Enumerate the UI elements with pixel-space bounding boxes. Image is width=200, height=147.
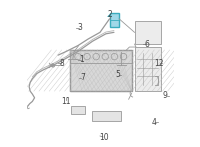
FancyBboxPatch shape: [135, 21, 161, 44]
Text: 10: 10: [100, 133, 109, 142]
FancyBboxPatch shape: [70, 50, 132, 91]
Text: 2: 2: [108, 10, 113, 19]
Circle shape: [51, 64, 54, 67]
FancyBboxPatch shape: [110, 13, 119, 27]
FancyBboxPatch shape: [71, 106, 85, 114]
Text: 1: 1: [79, 55, 84, 64]
Text: 4: 4: [152, 117, 157, 127]
Text: 6: 6: [145, 40, 149, 49]
Text: 3: 3: [78, 23, 83, 32]
Text: 8: 8: [59, 59, 64, 68]
Text: 5: 5: [115, 70, 120, 80]
FancyBboxPatch shape: [135, 47, 161, 91]
FancyBboxPatch shape: [92, 111, 121, 121]
Text: 11: 11: [61, 97, 71, 106]
Text: 12: 12: [154, 59, 164, 68]
Text: 9: 9: [163, 91, 168, 100]
Text: 7: 7: [80, 73, 85, 82]
